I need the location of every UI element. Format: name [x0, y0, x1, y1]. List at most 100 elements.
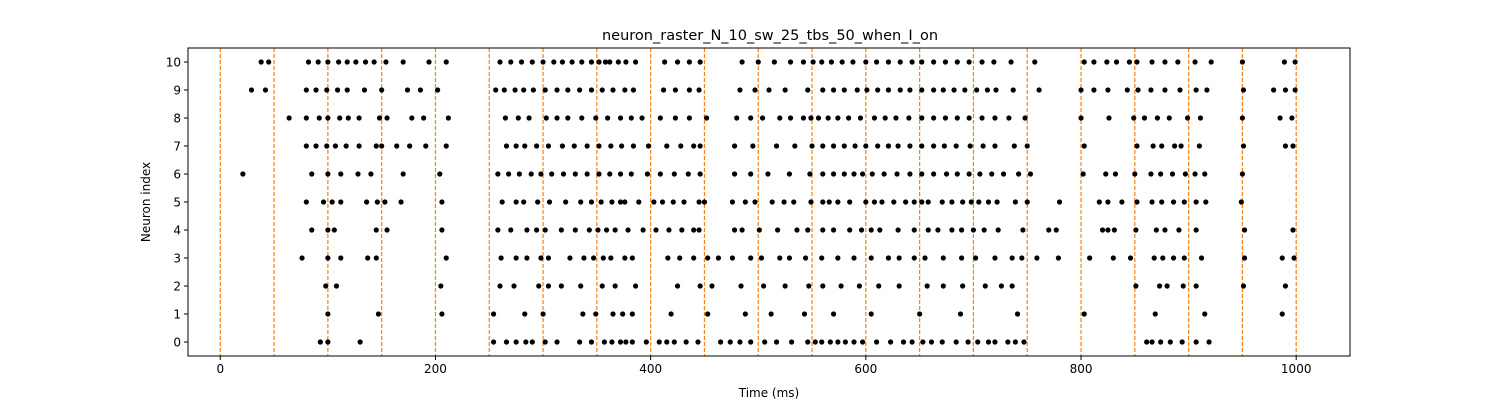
- spike-n7-59: [1240, 143, 1247, 149]
- spike-n10-3: [315, 59, 321, 65]
- spike-n1-6: [580, 311, 586, 317]
- spike-n3-39: [972, 255, 979, 261]
- spike-n1-18: [917, 311, 923, 317]
- spike-n10-66: [1175, 59, 1181, 65]
- spike-n7-40: [885, 143, 892, 149]
- spike-n3-32: [868, 255, 874, 261]
- spike-n6-38: [894, 171, 900, 177]
- spike-n6-45: [977, 171, 983, 177]
- spike-n8-59: [1184, 115, 1191, 121]
- spike-n2-2: [438, 283, 444, 289]
- spike-n3-18: [665, 255, 671, 261]
- spike-n6-28: [765, 171, 771, 177]
- spike-n10-61: [1113, 59, 1120, 65]
- spike-n8-46: [942, 115, 949, 121]
- spike-n0-28: [773, 339, 780, 345]
- spike-n9-17: [542, 87, 548, 93]
- spike-n3-29: [819, 255, 825, 261]
- spike-n0-57: [1179, 339, 1185, 345]
- spike-n3-25: [758, 255, 765, 261]
- spike-n5-36: [826, 199, 832, 205]
- spike-n9-3: [313, 87, 319, 93]
- spike-n2-16: [761, 283, 767, 289]
- spike-n10-41: [828, 59, 835, 65]
- spike-n6-47: [1000, 171, 1007, 177]
- spike-n3-14: [600, 255, 606, 261]
- spike-n10-22: [579, 59, 585, 65]
- spike-n6-15: [572, 171, 578, 177]
- spike-n6-34: [851, 171, 857, 177]
- spike-n5-1: [320, 199, 327, 205]
- spike-n3-40: [992, 255, 998, 261]
- spike-n0-25: [737, 339, 743, 345]
- spike-points: [240, 59, 1298, 345]
- spike-n4-18: [640, 227, 646, 233]
- spike-n5-4: [364, 199, 370, 205]
- spike-n6-37: [881, 171, 887, 177]
- spike-n7-20: [596, 143, 602, 149]
- spike-n10-68: [1208, 59, 1214, 65]
- spike-n8-36: [825, 115, 831, 121]
- spike-n5-10: [513, 199, 519, 205]
- spike-n5-21: [636, 199, 642, 205]
- spike-n5-58: [1105, 199, 1111, 205]
- y-tick-label-7: 7: [173, 140, 181, 154]
- spike-n6-27: [748, 171, 754, 177]
- spike-n3-53: [1241, 255, 1248, 261]
- spike-n0-8: [542, 339, 548, 345]
- spike-n2-1: [333, 283, 340, 289]
- spike-n9-9: [404, 87, 411, 93]
- spike-n0-13: [609, 339, 615, 345]
- spike-n4-0: [309, 227, 315, 233]
- spike-n0-51: [1012, 339, 1018, 345]
- spike-n7-26: [678, 143, 684, 149]
- spike-n9-27: [672, 87, 678, 93]
- spike-n10-29: [632, 59, 639, 65]
- spike-n8-62: [1277, 115, 1283, 121]
- spike-n7-3: [332, 143, 339, 149]
- spike-n2-9: [599, 283, 605, 289]
- spike-n8-25: [672, 115, 678, 121]
- spike-n9-25: [630, 87, 637, 93]
- spike-n10-26: [607, 59, 613, 65]
- spike-n9-62: [1193, 87, 1199, 93]
- spike-n8-37: [835, 115, 841, 121]
- spike-n0-34: [835, 339, 841, 345]
- spike-n9-49: [974, 87, 980, 93]
- spike-n9-53: [1036, 87, 1042, 93]
- spike-n10-34: [739, 59, 745, 65]
- spike-n9-38: [854, 87, 860, 93]
- spike-n2-34: [1193, 283, 1199, 289]
- spike-n0-7: [529, 339, 535, 345]
- spike-n2-21: [856, 283, 862, 289]
- spike-n7-54: [1150, 143, 1156, 149]
- spike-n7-47: [967, 143, 973, 149]
- spike-n6-59: [1202, 171, 1208, 177]
- spike-n0-3: [490, 339, 497, 345]
- spike-n6-25: [697, 171, 703, 177]
- spike-n10-6: [344, 59, 350, 65]
- spike-n3-3: [365, 255, 371, 261]
- spike-n5-65: [1193, 199, 1199, 205]
- spike-n10-48: [909, 59, 915, 65]
- spike-n3-46: [1110, 255, 1116, 261]
- spike-n7-56: [1172, 143, 1178, 149]
- spike-n6-7: [437, 171, 443, 177]
- spike-n9-18: [554, 87, 560, 93]
- spike-n6-4: [355, 171, 361, 177]
- spike-n8-31: [777, 115, 783, 121]
- spike-n10-17: [529, 59, 535, 65]
- spike-n7-6: [373, 143, 379, 149]
- spike-n1-4: [522, 311, 528, 317]
- spike-n7-8: [394, 143, 400, 149]
- spike-n8-19: [593, 115, 599, 121]
- spike-n0-18: [656, 339, 662, 345]
- spike-n2-0: [323, 283, 329, 289]
- spike-n5-24: [670, 199, 676, 205]
- spike-n2-12: [674, 283, 681, 289]
- spike-n3-5: [443, 255, 449, 261]
- spike-n4-54: [1176, 227, 1182, 233]
- spike-n5-15: [578, 199, 584, 205]
- spike-n8-9: [409, 115, 415, 121]
- spike-n9-43: [907, 87, 913, 93]
